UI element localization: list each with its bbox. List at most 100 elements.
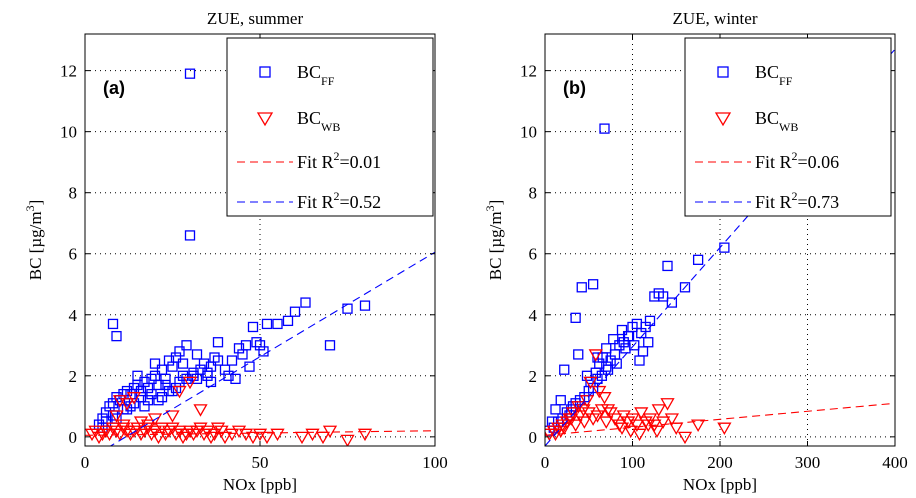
legend-label-sub: WB xyxy=(321,120,340,134)
bc-wb-point xyxy=(571,401,586,414)
legend-label: BCFF xyxy=(297,62,335,88)
bc-ff-point xyxy=(559,364,570,375)
bc-wb-point xyxy=(203,431,219,445)
bc-ff-point xyxy=(146,373,157,385)
bc-ff-point xyxy=(611,358,622,369)
y-tick-label: 12 xyxy=(60,62,77,81)
legend-box xyxy=(226,37,434,217)
x-tick-label: 0 xyxy=(541,453,550,472)
bc-ff-point xyxy=(149,358,161,369)
y-tick-label: 0 xyxy=(69,428,78,447)
legend-label-tail: =0.73 xyxy=(798,192,840,212)
bc-wb-point xyxy=(217,431,233,445)
bc-wb-point xyxy=(165,410,180,423)
bc-ff-point xyxy=(174,346,185,357)
y-tick-label: 12 xyxy=(520,62,537,81)
bc-ff-point xyxy=(160,379,171,391)
bc-ff-point xyxy=(230,373,241,385)
legend-label-sub: FF xyxy=(321,74,335,88)
bc-ff-point xyxy=(111,392,122,403)
x-axis-label: NOx [ppb] xyxy=(223,475,297,494)
bc-ff-point xyxy=(592,352,603,363)
legend-label-main: BC xyxy=(755,108,779,128)
bc-wb-point xyxy=(182,425,198,439)
bc-wb-point xyxy=(357,428,373,442)
bc-ff-point xyxy=(111,330,122,342)
bc-ff-point xyxy=(272,318,283,330)
bc-ff-point xyxy=(184,68,196,79)
legend-label-sup: 2 xyxy=(334,189,340,203)
legend-triangle-marker xyxy=(714,112,732,127)
legend-label-tail: =0.06 xyxy=(798,152,840,172)
bc-ff-point xyxy=(679,282,691,293)
x-tick-label: 100 xyxy=(422,453,448,472)
bc-wb-point xyxy=(599,416,614,429)
bc-wb-point xyxy=(245,431,261,445)
legend-label: Fit R2=0.73 xyxy=(755,189,839,212)
bc-wb-point xyxy=(664,413,679,426)
bc-wb-point xyxy=(294,431,310,445)
legend-label-main: BC xyxy=(297,108,321,128)
bc-wb-point xyxy=(660,398,675,411)
legend-label-tail: =0.52 xyxy=(340,192,382,212)
y-axis-label-main: BC [µg/m xyxy=(486,211,505,280)
legend-label-main: BC xyxy=(297,62,321,82)
bc-wb-point xyxy=(576,404,591,417)
bc-ff-point xyxy=(620,343,631,354)
fit-line-ff xyxy=(545,48,895,446)
bc-ff-point xyxy=(608,334,619,345)
legend-triangle-marker xyxy=(256,112,274,127)
bc-ff-point xyxy=(587,279,599,290)
bc-wb-point xyxy=(210,422,226,435)
bc-ff-point xyxy=(573,349,584,360)
bc-wb-point xyxy=(214,425,229,439)
legend-label: BCWB xyxy=(297,108,340,134)
bc-wb-point xyxy=(642,413,658,426)
chart-panel-summer: 0 50 100 0 2 4 6 8 10 12 ZUE, summer NOx [ppb] BC [µ… xyxy=(23,9,448,494)
legend-label-tail: =0.01 xyxy=(340,152,382,172)
bc-wb-point xyxy=(629,419,644,432)
bc-ff-point xyxy=(146,388,157,400)
x-axis-label: NOx [ppb] xyxy=(683,475,757,494)
bc-ff-point xyxy=(202,367,213,378)
bc-wb-point xyxy=(634,407,649,420)
bc-ff-point xyxy=(261,318,273,330)
bc-ff-point xyxy=(139,376,150,388)
bc-wb-point xyxy=(562,413,577,426)
bc-wb-point xyxy=(557,422,572,435)
bc-wb-point xyxy=(116,422,131,435)
bc-wb-point xyxy=(572,410,588,423)
bc-ff-point xyxy=(240,340,252,351)
bc-ff-point xyxy=(289,306,301,317)
bc-wb-point xyxy=(691,419,706,432)
legend-label-sub: FF xyxy=(779,74,793,88)
bc-ff-point xyxy=(662,260,673,272)
legend-label-main: Fit R xyxy=(755,192,792,212)
bc-ff-point xyxy=(597,352,608,363)
x-tick-label: 0 xyxy=(81,453,90,472)
bc-ff-point xyxy=(160,373,171,385)
bc-ff-point xyxy=(616,324,628,336)
bc-wb-point xyxy=(147,425,163,439)
bc-ff-point xyxy=(550,404,561,415)
legend-label-main: Fit R xyxy=(297,152,334,172)
bc-wb-point xyxy=(207,428,222,442)
bc-ff-point xyxy=(212,337,224,348)
bc-wb-point xyxy=(340,434,355,446)
bc-ff-point xyxy=(555,395,566,406)
bc-wb-point xyxy=(616,410,631,423)
legend-label-sup: 2 xyxy=(334,149,340,163)
bc-wb-point xyxy=(109,410,124,423)
bc-wb-point xyxy=(625,413,640,426)
chart-title: ZUE, winter xyxy=(673,9,758,28)
bc-wb-point xyxy=(193,404,208,417)
bc-wb-point xyxy=(109,425,124,439)
bc-ff-point xyxy=(300,297,311,308)
legend-label: Fit R2=0.06 xyxy=(755,149,839,172)
bc-wb-point xyxy=(717,422,732,435)
legend-label: Fit R2=0.52 xyxy=(297,189,381,212)
x-tick-label: 400 xyxy=(882,453,908,472)
bc-wb-point xyxy=(623,425,638,439)
bc-wb-point xyxy=(126,392,142,405)
